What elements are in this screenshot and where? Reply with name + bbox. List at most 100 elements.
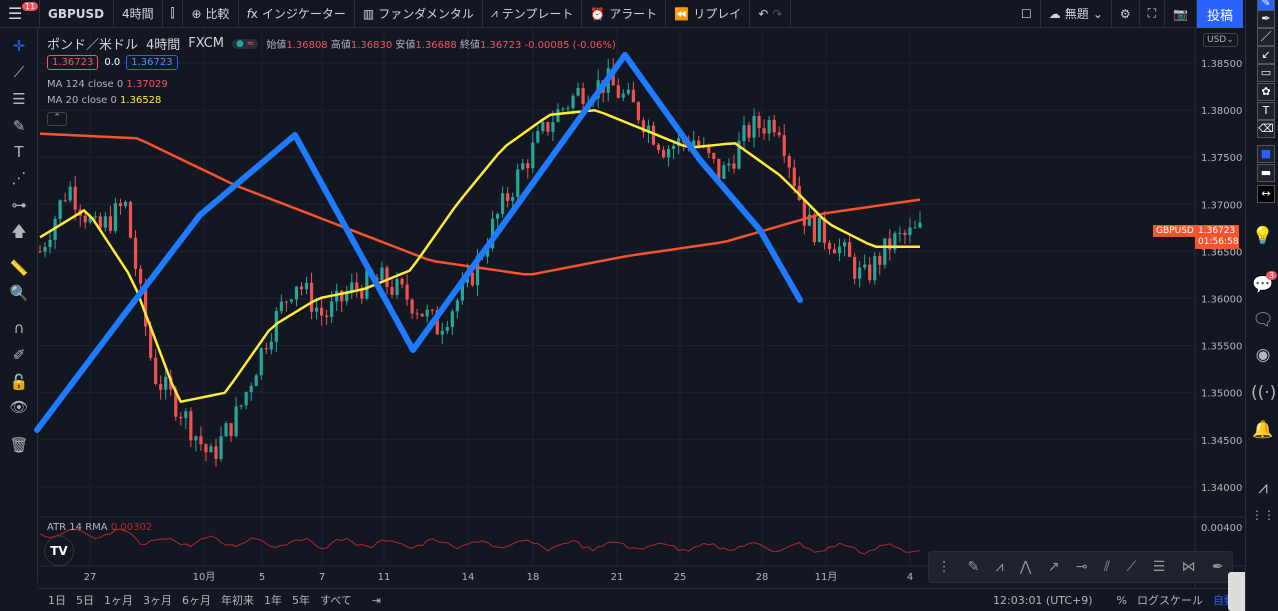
interval-button[interactable]: 4時間: [114, 0, 163, 28]
pattern-icon[interactable]: ⋰: [11, 169, 27, 187]
compare-button[interactable]: ⊕ 比較: [183, 0, 239, 28]
text-icon[interactable]: T: [14, 143, 24, 161]
marker-icon[interactable]: ✒: [1257, 10, 1275, 28]
range-1y[interactable]: 1年: [264, 594, 282, 607]
range-3m[interactable]: 3ヶ月: [143, 594, 172, 607]
screenshot-button[interactable]: 📷: [1165, 0, 1197, 28]
sell-button[interactable]: 1.36723: [47, 55, 99, 70]
range-all[interactable]: すべて: [320, 594, 352, 607]
indicators-button[interactable]: fx インジケーター: [239, 0, 355, 28]
range-ytd[interactable]: 年初来: [221, 594, 254, 607]
candle-body: [516, 169, 520, 197]
arrow-icon[interactable]: ↙: [1257, 46, 1275, 64]
templates-button[interactable]: ⩘ テンプレート: [483, 0, 583, 28]
range-1d[interactable]: 1日: [48, 594, 66, 607]
replay-button[interactable]: ⏪ リプレイ: [666, 0, 751, 28]
broadcast-icon[interactable]: ((·)): [1251, 383, 1278, 403]
log-scale-toggle[interactable]: ログスケール: [1137, 594, 1203, 607]
magnet-icon[interactable]: ∩: [13, 319, 25, 337]
candle-body: [128, 201, 133, 238]
color-swatch-blue[interactable]: ■: [1257, 145, 1275, 163]
elliott-wave-icon[interactable]: ⩘: [995, 559, 1004, 575]
pen-icon[interactable]: ✒: [1211, 559, 1224, 575]
eraser-icon[interactable]: ⌫: [1257, 120, 1275, 138]
text-icon[interactable]: T: [1257, 102, 1275, 120]
ruler-icon[interactable]: 📏: [9, 259, 29, 277]
stickers-icon[interactable]: ✿: [1257, 83, 1275, 101]
arrow-up-icon[interactable]: 🡅: [11, 222, 27, 240]
price-chart[interactable]: 1.38500 1.38000 1.37500 1.37000 1.36500 1.360…: [0, 0, 1245, 588]
candle-body: [611, 68, 615, 86]
range-5d[interactable]: 5日: [76, 594, 94, 607]
expand-icon[interactable]: ↔: [1257, 185, 1275, 203]
fullscreen-button[interactable]: ⛶: [1140, 0, 1166, 28]
trendline-icon[interactable]: ⟋: [13, 63, 25, 81]
templates-label: テンプレート: [501, 7, 574, 21]
candle-body: [304, 282, 309, 290]
brush-icon[interactable]: ✎: [12, 117, 26, 135]
fundamentals-button[interactable]: ▥ ファンダメンタル: [355, 0, 483, 28]
low-value: 1.36688: [415, 40, 457, 51]
undo-icon[interactable]: ↶: [758, 6, 769, 21]
candle-body: [410, 299, 414, 314]
candle-body: [737, 141, 741, 169]
parallel-channel-icon[interactable]: ⫽: [1103, 559, 1111, 575]
trend-icon[interactable]: ⩘: [1258, 478, 1268, 498]
goto-date-icon[interactable]: ⇥: [371, 593, 382, 607]
zoom-icon[interactable]: 🔍: [9, 284, 29, 302]
fib-icon[interactable]: ☰: [12, 90, 26, 108]
signal-icon[interactable]: ◉: [1255, 345, 1271, 365]
line-icon[interactable]: ／: [1257, 28, 1275, 46]
currency-select[interactable]: USD⌄: [1203, 33, 1238, 47]
candle-body: [209, 446, 213, 453]
menu-button[interactable]: ☰ 11: [0, 0, 40, 28]
lock-pencil-icon[interactable]: ✐: [12, 346, 26, 364]
horizontal-ray-icon[interactable]: ⊸: [1075, 559, 1088, 575]
symbol-search[interactable]: GBPUSD: [40, 0, 114, 28]
arrow-line-icon[interactable]: ↗: [1047, 559, 1060, 575]
candle-body: [666, 148, 671, 158]
low-label: 安値: [395, 40, 416, 51]
candle-body: [138, 268, 143, 284]
top-toolbar: ☰ 11 GBPUSD 4時間 ⫿ ⊕ 比較 fx インジケーター ▥ ファンダメンタル…: [0, 0, 1245, 28]
object-tree-icon[interactable]: ⋮⋮: [1251, 508, 1275, 522]
crosshair-icon[interactable]: ✛: [12, 37, 26, 55]
rectangle-icon[interactable]: ▭: [1257, 64, 1275, 82]
percent-toggle[interactable]: %: [1116, 593, 1127, 607]
range-1m[interactable]: 1ヶ月: [104, 594, 133, 607]
trash-icon[interactable]: 🗑: [9, 436, 29, 454]
prediction-icon[interactable]: ⊶: [11, 196, 27, 214]
color-swatch-white[interactable]: ▬: [1257, 164, 1275, 182]
layout-toggle-button[interactable]: ☐: [1013, 0, 1041, 28]
idea-bulb-icon[interactable]: 💡: [1252, 226, 1274, 246]
messages-icon[interactable]: 🗨: [1252, 310, 1274, 330]
brush-icon[interactable]: ✎: [967, 559, 980, 575]
candle-body: [299, 286, 304, 290]
eye-icon[interactable]: 👁: [9, 398, 29, 416]
range-6m[interactable]: 6ヶ月: [182, 594, 211, 607]
settings-button[interactable]: ⚙: [1112, 0, 1140, 28]
candle-body: [149, 326, 153, 358]
chart-type-button[interactable]: ⫿: [163, 0, 184, 28]
candle-body: [204, 444, 208, 453]
candle-body: [566, 107, 570, 109]
post-button[interactable]: 投稿: [1197, 0, 1243, 28]
lock-icon[interactable]: 🔓: [9, 373, 29, 391]
collapse-legend-button[interactable]: ⌃: [47, 112, 67, 126]
trendline-icon[interactable]: ⟋: [1126, 559, 1137, 575]
pattern-icon[interactable]: ⋀: [1019, 559, 1032, 575]
candle-body: [581, 88, 585, 105]
fib-icon[interactable]: ☰: [1152, 559, 1166, 575]
bell-icon[interactable]: 🔔: [1252, 420, 1274, 440]
range-5y[interactable]: 5年: [292, 594, 310, 607]
open-label: 始値: [266, 40, 287, 51]
redo-icon[interactable]: ↷: [772, 6, 783, 21]
buy-button[interactable]: 1.36723: [126, 55, 178, 70]
chat-icon[interactable]: 💬 3: [1251, 271, 1278, 295]
layout-name-button[interactable]: ☁ 無題 ⌄: [1041, 0, 1112, 28]
xabcd-icon[interactable]: ⋈: [1181, 559, 1196, 575]
alert-button[interactable]: ⏰ アラート: [582, 0, 667, 28]
drag-handle-icon[interactable]: ⋮: [937, 559, 952, 575]
candle-body: [646, 125, 651, 133]
legend-interval: 4時間: [146, 38, 181, 53]
